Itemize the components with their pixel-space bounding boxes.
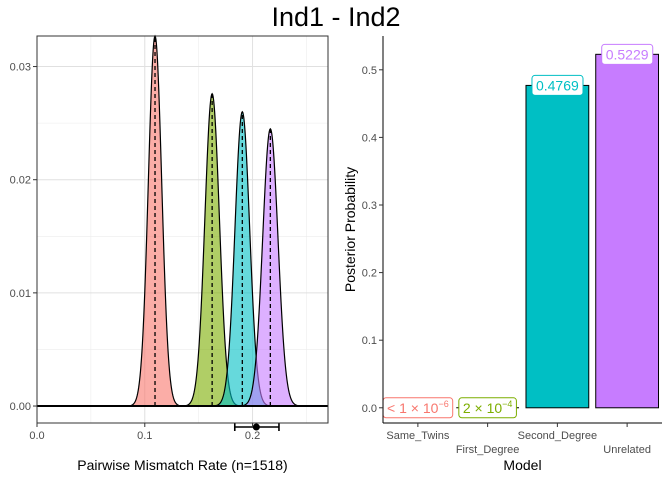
data-label-base: 0.5229 bbox=[606, 46, 649, 62]
data-label-base: < 1 × 10 bbox=[387, 400, 439, 416]
x-tick-label: Second_Degree bbox=[518, 430, 598, 442]
x-tick-label: 0.2 bbox=[245, 430, 260, 442]
x-tick-label: First_Degree bbox=[456, 444, 520, 456]
data-label-2: 2 × 10−4 bbox=[458, 397, 517, 419]
bar-second-degree bbox=[525, 84, 590, 409]
chart-title: Ind1 - Ind2 bbox=[271, 2, 401, 32]
data-label-text: 0.4769 bbox=[536, 77, 579, 93]
data-label-base: 0.4769 bbox=[536, 77, 579, 93]
data-label-text: < 1 × 10−6 bbox=[387, 399, 449, 416]
posterior-panel: < 1 × 10−6 2 × 10−4 0.4769 0.5229 0.0 0.1 0.2 0… bbox=[342, 36, 662, 473]
data-label-text: 0.5229 bbox=[606, 46, 649, 62]
data-label-box bbox=[458, 397, 517, 419]
data-label-text: 2 × 10−4 bbox=[463, 399, 513, 416]
y-tick-label: 0.01 bbox=[10, 288, 31, 300]
x-tick-label: 0.0 bbox=[29, 430, 44, 442]
data-label-3: 0.4769 bbox=[531, 74, 584, 96]
x-axis-title: Pairwise Mismatch Rate (n=1518) bbox=[77, 457, 287, 473]
data-label-exponent: −4 bbox=[502, 399, 512, 409]
bar-unrelated bbox=[595, 53, 660, 409]
y-tick-label: 0.4 bbox=[362, 132, 377, 144]
data-label-box bbox=[531, 74, 584, 96]
y-tick-label: 0.1 bbox=[362, 335, 377, 347]
y-tick-label: 0.5 bbox=[362, 65, 377, 77]
x-tick-label: Unrelated bbox=[603, 444, 651, 456]
y-axis-title: Posterior Probability bbox=[342, 167, 358, 292]
plot-border bbox=[36, 35, 329, 424]
data-label-1: < 1 × 10−6 bbox=[382, 397, 454, 419]
y-tick-label: 0.02 bbox=[10, 175, 31, 187]
x-axis-title: Model bbox=[503, 457, 541, 473]
observed-point bbox=[252, 423, 260, 431]
density-panel: 0.0 0.1 0.2 0.00 0.01 0.02 0.03 Pairwise Mismat… bbox=[10, 34, 329, 473]
data-label-base: 2 × 10 bbox=[463, 400, 503, 416]
y-tick-label: 0.00 bbox=[10, 401, 31, 413]
y-tick-label: 0.3 bbox=[362, 200, 377, 212]
data-label-4: 0.5229 bbox=[601, 43, 654, 65]
y-tick-label: 0.2 bbox=[362, 268, 377, 280]
data-label-box bbox=[601, 43, 654, 65]
y-tick-label: 0.03 bbox=[10, 62, 31, 74]
density-curve-4 bbox=[238, 127, 303, 407]
x-tick-label: Same_Twins bbox=[386, 430, 449, 442]
density-area-4 bbox=[238, 128, 303, 407]
data-label-exponent: −6 bbox=[438, 399, 448, 409]
y-tick-label: 0.0 bbox=[362, 403, 377, 415]
x-tick-label: 0.1 bbox=[137, 430, 152, 442]
